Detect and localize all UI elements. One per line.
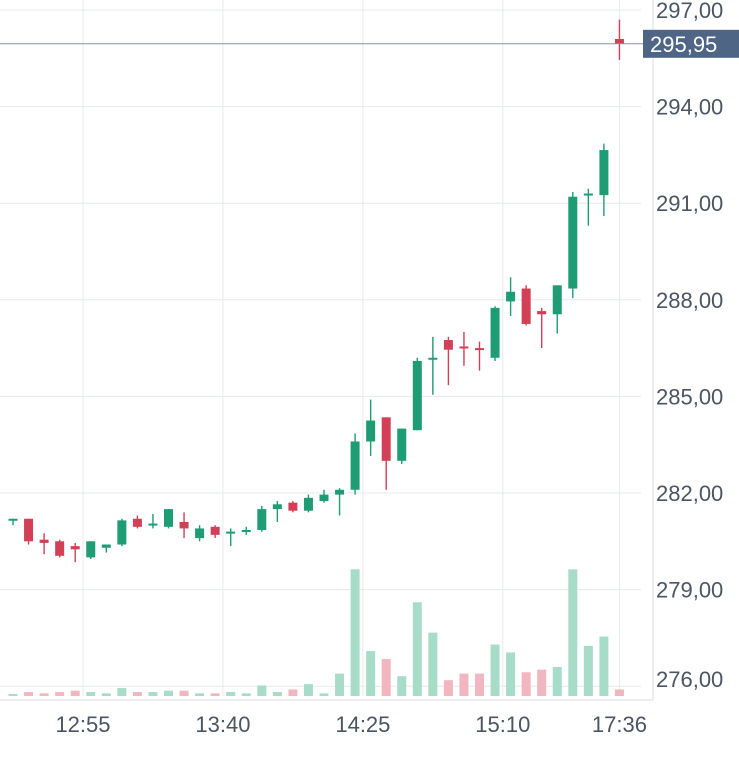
volume-bar bbox=[288, 689, 298, 696]
volume-bar bbox=[335, 673, 345, 696]
volume-bar bbox=[443, 680, 453, 696]
candle-body bbox=[117, 520, 127, 545]
x-tick-label: 14:25 bbox=[335, 712, 390, 737]
volume-bar bbox=[70, 690, 80, 696]
volume-bar bbox=[583, 645, 593, 696]
x-tick-label: 17:36 bbox=[592, 712, 647, 737]
volume-bar bbox=[568, 569, 578, 696]
volume-bar bbox=[397, 676, 407, 696]
volume-bar bbox=[412, 602, 422, 696]
candle-body bbox=[101, 544, 111, 548]
volume-bar bbox=[319, 693, 329, 696]
candle-body bbox=[195, 528, 205, 539]
candle-body bbox=[568, 196, 578, 289]
volume-bar bbox=[226, 692, 236, 696]
candle-body bbox=[614, 38, 624, 44]
volume-bar bbox=[55, 692, 65, 696]
volume-bar bbox=[614, 689, 624, 696]
y-tick-label: 294,00 bbox=[656, 95, 723, 120]
y-tick-label: 285,00 bbox=[656, 384, 723, 409]
candle-body bbox=[599, 150, 609, 196]
volume-bar bbox=[24, 692, 34, 696]
volume-bar bbox=[272, 692, 282, 696]
candle-body bbox=[257, 509, 267, 531]
candle-body bbox=[241, 530, 251, 533]
volume-bar bbox=[195, 693, 205, 696]
candle-body bbox=[272, 504, 282, 510]
candle-body bbox=[164, 509, 173, 527]
volume-bar bbox=[164, 690, 173, 696]
candle-body bbox=[55, 541, 65, 556]
candle-body bbox=[335, 489, 345, 495]
candle-body bbox=[350, 441, 360, 490]
candle-body bbox=[179, 521, 189, 529]
candle-body bbox=[537, 311, 547, 315]
y-tick-label: 282,00 bbox=[656, 481, 723, 506]
volume-bar bbox=[366, 651, 376, 696]
x-tick-label: 15:10 bbox=[475, 712, 530, 737]
candle-body bbox=[319, 494, 329, 502]
volume-bar bbox=[179, 690, 189, 696]
volume-bar bbox=[506, 652, 516, 696]
candle-body bbox=[24, 518, 34, 542]
candle-body bbox=[459, 346, 469, 349]
y-tick-label: 288,00 bbox=[656, 288, 723, 313]
volume-bar bbox=[101, 693, 111, 696]
volume-bar bbox=[39, 693, 49, 696]
volume-bar bbox=[428, 632, 438, 696]
candle-body bbox=[397, 428, 407, 461]
candle-body bbox=[8, 518, 18, 521]
volume-bar bbox=[210, 693, 220, 696]
candle-body bbox=[428, 357, 438, 360]
candle-body bbox=[381, 417, 391, 461]
candle-body bbox=[443, 340, 453, 350]
candle-body bbox=[226, 531, 236, 534]
candle-body bbox=[552, 285, 562, 315]
volume-bar bbox=[521, 672, 531, 696]
candle-body bbox=[288, 502, 298, 511]
volume-bar bbox=[459, 673, 469, 696]
volume-bar bbox=[8, 694, 18, 696]
y-tick-label: 276,00 bbox=[656, 667, 723, 692]
volume-bar bbox=[381, 659, 391, 696]
candle-body bbox=[490, 307, 500, 358]
volume-bar bbox=[86, 692, 96, 696]
volume-bar bbox=[132, 692, 142, 696]
volume-bar bbox=[303, 684, 313, 696]
volume-bar bbox=[117, 688, 127, 696]
candle-body bbox=[475, 348, 484, 351]
volume-bar bbox=[475, 673, 484, 696]
candle-body bbox=[70, 546, 80, 550]
candle-body bbox=[210, 526, 220, 535]
candle-body bbox=[303, 497, 313, 511]
candle-body bbox=[86, 541, 96, 558]
candle-body bbox=[39, 539, 49, 543]
volume-bar bbox=[490, 644, 500, 696]
volume-bar bbox=[257, 685, 267, 696]
y-tick-label: 291,00 bbox=[656, 191, 723, 216]
candle-body bbox=[583, 193, 593, 196]
volume-bar bbox=[148, 692, 158, 696]
volume-bar bbox=[537, 669, 547, 696]
candle-body bbox=[366, 420, 376, 442]
x-tick-label: 13:40 bbox=[195, 712, 250, 737]
candle-body bbox=[506, 291, 516, 302]
last-price-tag bbox=[643, 29, 739, 58]
candle-body bbox=[148, 523, 158, 526]
y-tick-label: 297,00 bbox=[656, 0, 723, 23]
volume-bar bbox=[241, 693, 251, 696]
x-tick-label: 12:55 bbox=[55, 712, 110, 737]
candle-body bbox=[132, 518, 142, 527]
volume-bar bbox=[350, 569, 360, 696]
y-tick-label: 279,00 bbox=[656, 578, 723, 603]
volume-bar bbox=[552, 666, 562, 696]
volume-bar bbox=[599, 636, 609, 696]
candle-body bbox=[521, 288, 531, 324]
candle-body bbox=[412, 360, 422, 431]
last-price-label: 295,95 bbox=[650, 32, 717, 57]
